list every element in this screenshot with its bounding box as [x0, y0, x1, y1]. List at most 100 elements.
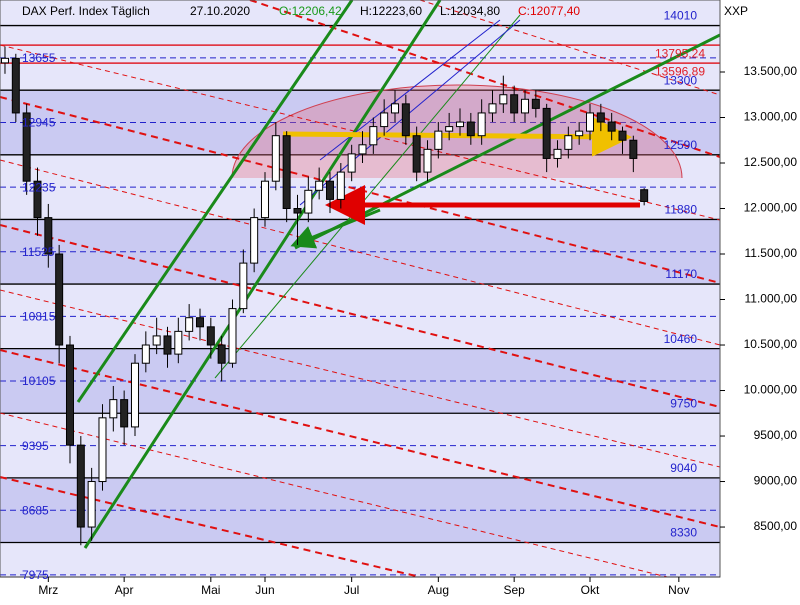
header: DAX Perf. Index Täglich 27.10.2020 O:122… — [22, 4, 748, 18]
x-tick-label: Apr — [115, 583, 134, 597]
y-tick-label: 13.000,00 — [744, 110, 798, 124]
level-label-left: 11525 — [22, 245, 55, 259]
quote-low: L:12034,80 — [440, 4, 500, 18]
level-label-left: 10815 — [22, 310, 56, 324]
x-tick-label: Mrz — [38, 583, 58, 597]
level-label-right: 9040 — [670, 461, 697, 475]
y-tick-label: 10.000,00 — [744, 383, 798, 397]
y-tick-label: 10.500,00 — [744, 337, 798, 351]
candle-body — [423, 148, 432, 173]
quote-open: O:12206,42 — [279, 4, 342, 18]
quote-close: C:12077,40 — [518, 4, 580, 18]
y-tick-label: 11.500,00 — [745, 246, 798, 260]
candle-body — [315, 180, 324, 191]
candle-body — [130, 362, 139, 428]
chart-title: DAX Perf. Index Täglich — [22, 4, 150, 18]
candle-body — [0, 57, 9, 64]
candle-body — [163, 335, 172, 355]
candles — [0, 46, 649, 546]
date: 27.10.2020 — [190, 4, 250, 18]
x-tick-label: Mai — [201, 583, 220, 597]
level-label-left: 12235 — [22, 180, 56, 194]
levels — [0, 24, 720, 576]
level-label-left: 8685 — [22, 503, 49, 517]
candle-body — [455, 121, 464, 128]
symbol: XXP — [724, 4, 748, 18]
candle-body — [271, 135, 280, 182]
y-tick-label: 11.000,00 — [745, 292, 798, 306]
level-label-right: 14010 — [664, 9, 698, 23]
candle-body — [228, 308, 237, 364]
x-tick-label: Okt — [581, 583, 600, 597]
candle-body — [510, 94, 519, 114]
bands — [0, 0, 720, 577]
candle-body — [347, 153, 356, 173]
candle-body — [76, 444, 85, 528]
candle-body — [618, 130, 627, 141]
candle-body — [542, 107, 551, 159]
candle-body — [596, 112, 605, 123]
y-tick-label: 12.000,00 — [744, 201, 798, 215]
candle-body — [65, 344, 74, 446]
candle-body — [390, 103, 399, 114]
candle-body — [260, 180, 269, 219]
candle-body — [239, 262, 248, 310]
level-label-right: 10460 — [664, 332, 698, 346]
candle-body — [22, 112, 31, 182]
candle-body — [55, 253, 64, 346]
y-tick-label: 9000,00 — [754, 474, 798, 488]
level-label-right: 12590 — [664, 138, 698, 152]
candle-body — [185, 317, 194, 332]
candle-body — [87, 481, 96, 528]
candle-body — [531, 98, 540, 109]
candle-body — [293, 208, 302, 214]
level-label-right: 9750 — [670, 396, 697, 410]
candle-body — [564, 135, 573, 150]
level-label-left: 13655 — [22, 51, 56, 65]
candle-body — [250, 217, 259, 264]
y-tick-label: 9500,00 — [754, 428, 798, 442]
candle-body — [206, 326, 215, 346]
level-label-left: 7975 — [22, 568, 49, 582]
candle-body — [358, 144, 367, 155]
candle-body — [553, 148, 562, 159]
red-level-label: 13596,89 — [655, 64, 705, 78]
candle-body — [369, 126, 378, 146]
x-tick-label: Jul — [344, 583, 359, 597]
candle-body — [336, 171, 345, 200]
candle-body — [499, 94, 508, 105]
quote-high: H:12223,60 — [360, 4, 422, 18]
x-tick-label: Aug — [428, 583, 449, 597]
candle-body — [434, 130, 443, 150]
candle-body — [304, 189, 313, 214]
candle-body — [141, 344, 150, 364]
candle-body — [195, 317, 204, 328]
candle-body — [488, 103, 497, 114]
candle-body — [11, 57, 20, 114]
level-label-right: 13300 — [664, 73, 698, 87]
candle-body — [607, 121, 616, 132]
candle-body — [585, 112, 594, 132]
level-label-right: 8330 — [670, 526, 697, 540]
candle-body — [640, 189, 649, 202]
candle-body — [412, 135, 421, 173]
candle-body — [575, 130, 584, 137]
candle-body — [520, 98, 529, 114]
y-tick-label: 8500,00 — [754, 519, 798, 533]
ellipse — [231, 84, 683, 178]
x-tick-label: Nov — [668, 583, 689, 597]
candle-body — [282, 135, 291, 210]
x-tick-label: Jun — [255, 583, 274, 597]
candle-body — [109, 399, 118, 419]
candle-body — [477, 112, 486, 137]
candle-body — [98, 417, 107, 483]
candle-body — [380, 112, 389, 128]
candle-body — [44, 217, 53, 255]
level-label-left: 10105 — [22, 374, 56, 388]
candle-body — [174, 330, 183, 355]
annotations — [0, 0, 720, 577]
red-level-label: 13795,24 — [655, 46, 705, 60]
candle-body — [466, 121, 475, 137]
candle-body — [33, 180, 42, 219]
